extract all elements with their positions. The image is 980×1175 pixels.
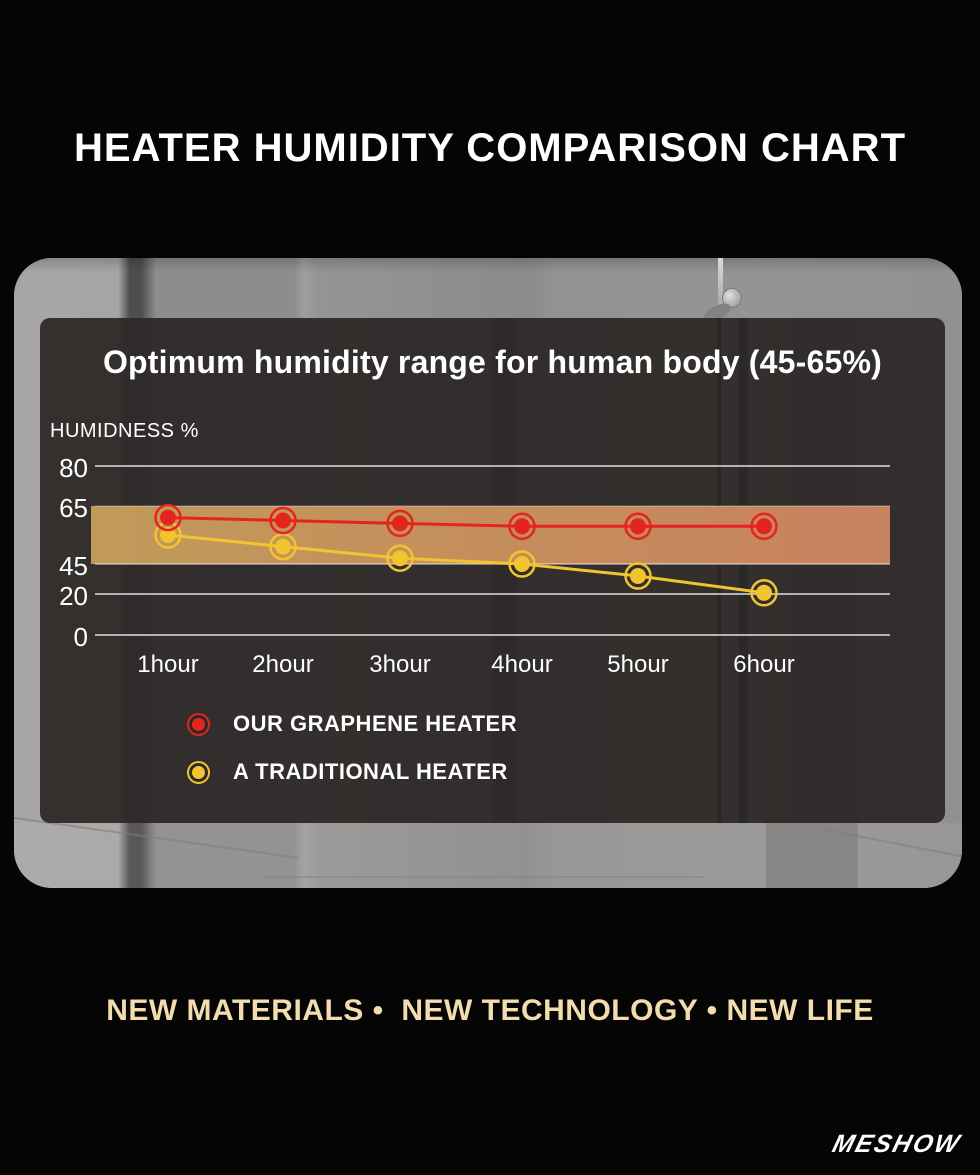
x-axis-labels: 1hour 2hour 3hour 4hour 5hour 6hour — [137, 651, 794, 678]
svg-text:4hour: 4hour — [491, 651, 552, 678]
page-title: HEATER HUMIDITY COMPARISON CHART — [74, 126, 906, 170]
data-series — [154, 503, 778, 607]
glass-reflection-streak — [717, 318, 721, 823]
svg-text:65: 65 — [59, 493, 88, 523]
chart-panel: Optimum humidity range for human body (4… — [40, 318, 945, 823]
chart-legend: OUR GRAPHENE HEATER A TRADITIONAL HEATER — [186, 708, 517, 804]
shower-tray — [14, 823, 962, 888]
y-axis-label: HUMIDNESS % — [50, 420, 199, 442]
svg-text:5hour: 5hour — [607, 651, 668, 678]
legend-label: A TRADITIONAL HEATER — [233, 759, 508, 784]
brand-logo: MESHOW — [829, 1130, 964, 1158]
svg-text:20: 20 — [59, 581, 88, 611]
legend-item-traditional: A TRADITIONAL HEATER — [186, 756, 517, 788]
svg-text:0: 0 — [74, 622, 88, 652]
photo-card: Optimum humidity range for human body (4… — [14, 258, 962, 888]
glass-reflection-streak — [739, 318, 748, 823]
svg-text:1hour: 1hour — [137, 651, 198, 678]
legend-dot — [192, 765, 205, 779]
tray-edge — [264, 876, 704, 878]
photo-shadow — [14, 258, 962, 272]
tagline: NEW MATERIALS • NEW TECHNOLOGY • NEW LIF… — [106, 994, 874, 1027]
svg-text:45: 45 — [59, 551, 88, 581]
chart-title: Optimum humidity range for human body (4… — [102, 344, 883, 380]
svg-text:3hour: 3hour — [369, 651, 430, 678]
legend-dot — [192, 717, 205, 731]
shower-pipe — [718, 258, 723, 322]
legend-item-graphene: OUR GRAPHENE HEATER — [186, 708, 517, 740]
legend-label: OUR GRAPHENE HEATER — [233, 711, 518, 736]
svg-text:2hour: 2hour — [252, 651, 313, 678]
svg-text:80: 80 — [59, 453, 88, 483]
svg-text:6hour: 6hour — [733, 651, 794, 678]
glass-reflection-streak — [493, 318, 517, 823]
